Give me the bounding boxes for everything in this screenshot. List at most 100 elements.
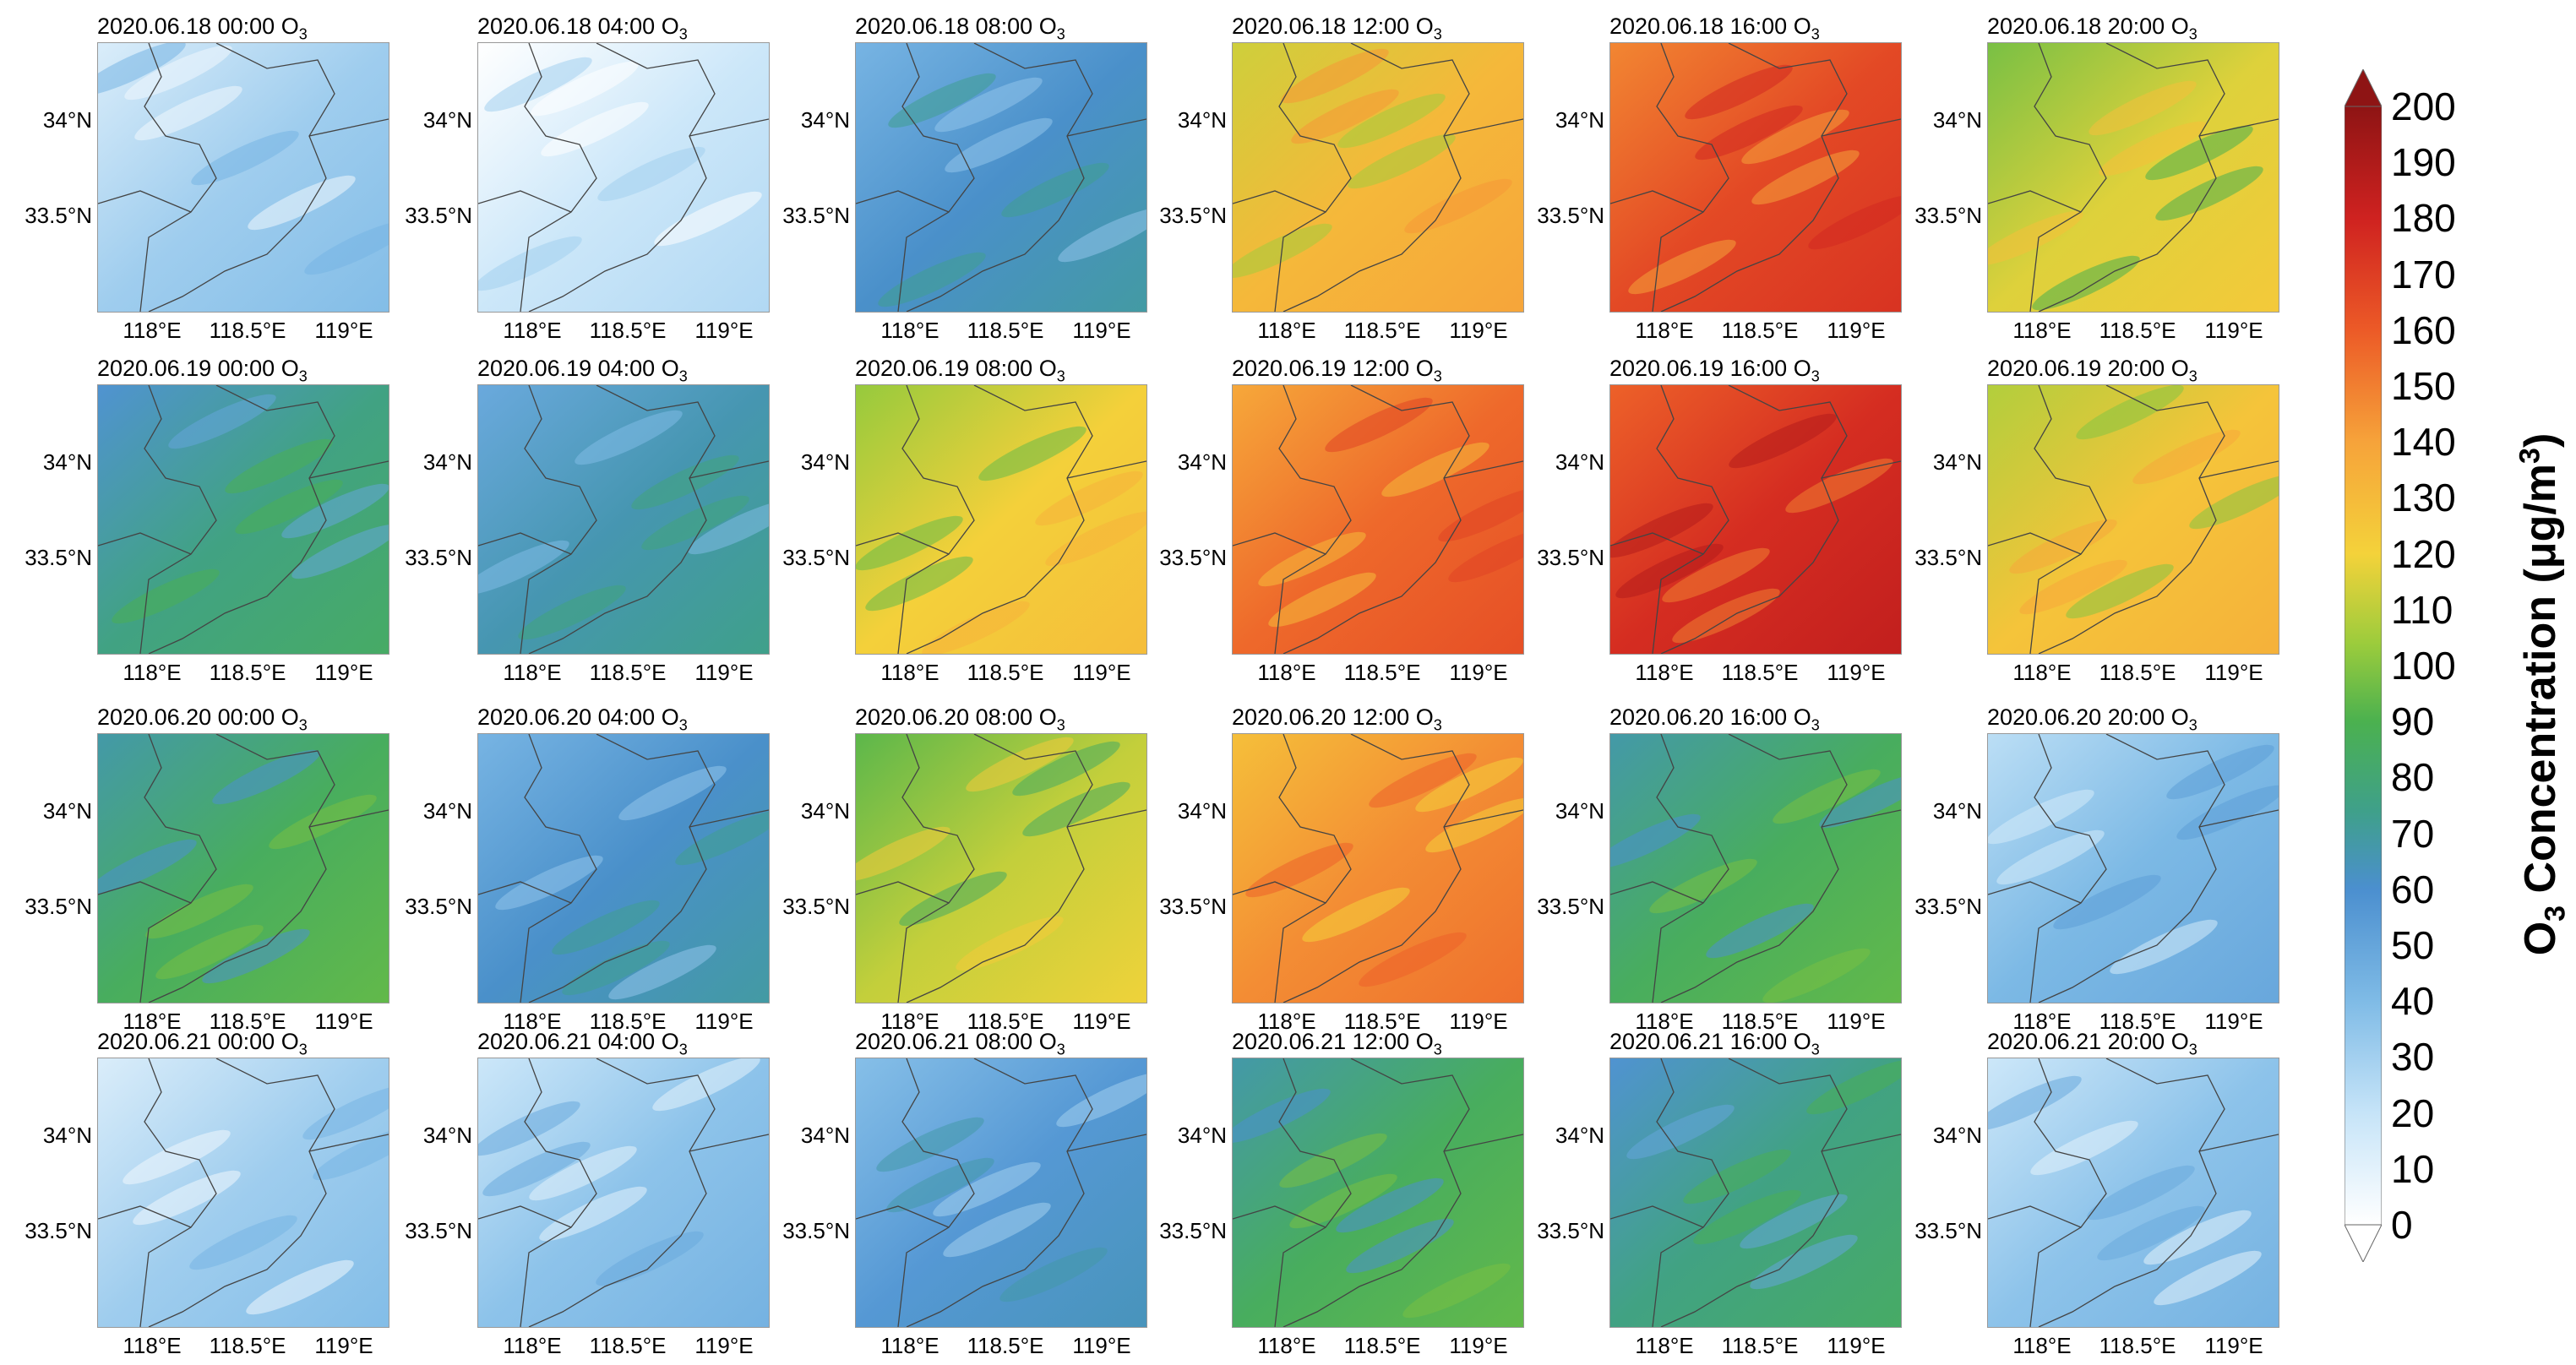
boundary-line xyxy=(1660,385,1848,654)
map-variability-patch xyxy=(539,1186,647,1242)
boundary-line xyxy=(478,118,769,213)
x-tick-label: 118.5°E xyxy=(589,318,667,343)
colorbar xyxy=(2345,69,2382,1262)
colorbar-tick-label: 150 xyxy=(2391,364,2456,408)
map-panel: 2020.06.19 00:00 O3 34°N 33.5°N 118°E 118.5°… xyxy=(25,356,389,685)
boundary-line xyxy=(1660,734,1848,1003)
map-variability-patch xyxy=(675,810,769,866)
map-variability-patch xyxy=(1245,842,1353,898)
x-tick-label: 118°E xyxy=(1635,660,1694,685)
x-tick-label: 119°E xyxy=(2204,1009,2263,1034)
colorbar-tick-label: 180 xyxy=(2391,196,2456,241)
colorbar-tick-label: 30 xyxy=(2391,1035,2435,1079)
y-tick-label: 34°N xyxy=(1555,798,1604,824)
panel-title: 2020.06.21 00:00 O3 xyxy=(97,1029,308,1058)
x-tick-label: 118.5°E xyxy=(1721,1333,1799,1358)
x-tick-label: 118°E xyxy=(2012,660,2072,685)
map-variability-patch xyxy=(1685,64,1793,120)
concentration-map xyxy=(855,733,1147,1003)
map-variability-patch xyxy=(1448,527,1523,583)
x-tick-label: 118.5°E xyxy=(967,1009,1044,1034)
x-tick-label: 119°E xyxy=(1449,318,1508,343)
boundary-line xyxy=(98,460,389,555)
map-variability-patch xyxy=(124,45,232,101)
map-variability-patch xyxy=(978,426,1086,481)
y-tick-label: 33.5°N xyxy=(1159,203,1227,228)
boundary-line xyxy=(528,385,716,654)
map-variability-patch xyxy=(641,495,749,551)
y-tick-label: 34°N xyxy=(1932,798,1982,824)
map-variability-patch xyxy=(1325,397,1433,453)
map-variability-patch xyxy=(189,1215,297,1270)
y-tick-label: 34°N xyxy=(1555,1123,1604,1148)
boundary-line xyxy=(2038,1058,2225,1327)
map-panel: 2020.06.19 04:00 O3 34°N 33.5°N 118°E 118.5°… xyxy=(405,356,770,685)
boundary-line xyxy=(897,1058,975,1327)
boundary-line xyxy=(148,734,335,1003)
boundary-line xyxy=(1610,460,1901,555)
map-variability-patch xyxy=(1610,503,1713,558)
boundary-line xyxy=(1652,734,1729,1003)
boundary-line xyxy=(528,43,716,312)
x-tick-label: 118.5°E xyxy=(589,660,667,685)
boundary-line xyxy=(1988,118,2279,213)
map-variability-patch xyxy=(1819,773,1901,829)
map-panel: 2020.06.19 20:00 O3 34°N 33.5°N 118°E 118.5°… xyxy=(1914,356,2279,685)
y-tick-label: 33.5°N xyxy=(1914,545,1982,570)
map-field xyxy=(98,1058,389,1327)
y-tick-label: 33.5°N xyxy=(25,545,92,570)
map-variability-patch xyxy=(575,410,683,465)
map-variability-patch xyxy=(1610,813,1701,869)
map-variability-patch xyxy=(1291,89,1399,144)
panel-title: 2020.06.19 00:00 O3 xyxy=(97,356,308,385)
colorbar-tick-label: 120 xyxy=(2391,531,2456,576)
map-variability-patch xyxy=(1683,1149,1791,1205)
map-variability-patch xyxy=(956,916,1064,971)
x-tick-label: 118.5°E xyxy=(2099,1009,2176,1034)
x-tick-label: 118.5°E xyxy=(589,1009,667,1034)
boundary-line xyxy=(478,809,769,904)
map-panel: 2020.06.18 04:00 O3 34°N 33.5°N 118°E 118.5°… xyxy=(405,14,770,343)
map-variability-patch xyxy=(495,855,603,911)
y-tick-label: 33.5°N xyxy=(1914,1218,1982,1243)
map-variability-patch xyxy=(291,524,389,579)
boundary-line xyxy=(906,43,1093,312)
colorbar-tick-label: 80 xyxy=(2391,755,2435,800)
map-variability-patch xyxy=(552,900,660,955)
map-variability-patch xyxy=(2019,559,2127,615)
map-panel: 2020.06.21 00:00 O3 34°N 33.5°N 118°E 118.5°… xyxy=(25,1029,389,1358)
y-tick-label: 34°N xyxy=(1932,107,1982,133)
y-tick-label: 33.5°N xyxy=(782,894,850,919)
map-panel: 2020.06.20 04:00 O3 34°N 33.5°N 118°E 118.5°… xyxy=(405,704,770,1034)
x-tick-label: 118.5°E xyxy=(967,1333,1044,1358)
x-tick-label: 119°E xyxy=(694,318,754,343)
map-variability-patch xyxy=(2143,1210,2252,1265)
boundary-line xyxy=(906,1058,1093,1327)
map-variability-patch xyxy=(2076,385,2184,440)
colorbar-body xyxy=(2345,106,2382,1226)
panel-title: 2020.06.18 04:00 O3 xyxy=(477,14,688,43)
panel-title: 2020.06.19 20:00 O3 xyxy=(1987,356,2197,385)
map-variability-patch xyxy=(1785,458,1893,514)
map-variability-patch xyxy=(1706,903,1814,959)
map-panel: 2020.06.18 16:00 O3 34°N 33.5°N 118°E 118.5°… xyxy=(1537,14,1902,343)
x-tick-label: 118°E xyxy=(123,318,182,343)
concentration-map xyxy=(1987,384,2279,655)
map-variability-patch xyxy=(1404,178,1512,234)
y-tick-label: 34°N xyxy=(422,449,472,475)
map-variability-patch xyxy=(1359,932,1467,987)
colorbar-bottom-arrow xyxy=(2345,1224,2382,1262)
x-tick-label: 118.5°E xyxy=(1721,660,1799,685)
boundary-line xyxy=(1610,118,1901,213)
map-variability-patch xyxy=(1988,1075,2082,1131)
x-tick-label: 118°E xyxy=(1257,1009,1316,1034)
map-variability-patch xyxy=(168,394,276,449)
x-tick-label: 118.5°E xyxy=(2099,660,2176,685)
map-variability-patch xyxy=(1258,531,1366,587)
panel-title: 2020.06.18 08:00 O3 xyxy=(855,14,1065,43)
map-variability-patch xyxy=(934,77,1043,133)
x-tick-label: 118°E xyxy=(880,660,939,685)
map-variability-patch xyxy=(1662,547,1770,603)
concentration-map xyxy=(855,384,1147,655)
colorbar-tick-label: 60 xyxy=(2391,867,2435,911)
